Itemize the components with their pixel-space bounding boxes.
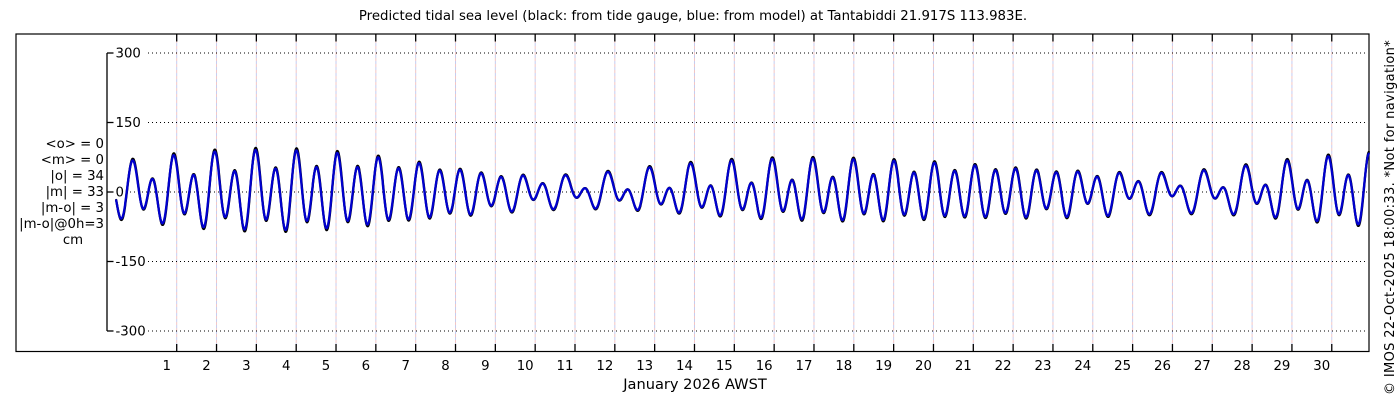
day-label: 15: [716, 359, 733, 374]
stat-abs-diff: |m-o| = 3: [41, 201, 104, 216]
day-label: 28: [1234, 359, 1251, 374]
y-tick-label: 300: [116, 47, 141, 62]
day-label: 8: [441, 359, 449, 374]
model-line: [115, 148, 1370, 232]
stat-abs-obs: |o| = 34: [50, 169, 104, 184]
day-label: 9: [481, 359, 489, 374]
day-label: 23: [1034, 359, 1051, 374]
stats-panel: <o> = 0 <m> = 0 |o| = 34 |m| = 33 |m-o| …: [19, 137, 104, 248]
day-label: 26: [1154, 359, 1171, 374]
day-label: 18: [835, 359, 852, 374]
day-label: 22: [995, 359, 1012, 374]
day-label: 20: [915, 359, 932, 374]
day-labels-layer: 1 2 3 4 5 6 7 8 9 10 11 12 13 14 15 16 17 18 19 20 21 22 23 24 2…: [162, 359, 1330, 374]
stat-abs-diff-0h: |m-o|@0h=3: [19, 217, 104, 232]
series-layer: [115, 146, 1370, 233]
day-label: 12: [596, 359, 613, 374]
day-label: 6: [362, 359, 370, 374]
day-label: 30: [1313, 359, 1330, 374]
day-label: 25: [1114, 359, 1131, 374]
gauge-line: [115, 146, 1370, 233]
stat-mean-model: <m> = 0: [41, 153, 104, 168]
axes-layer: 300 150 0 -150 -300: [15, 33, 1370, 353]
day-label: 21: [955, 359, 972, 374]
y-tick-label: 150: [116, 116, 141, 131]
day-label: 5: [322, 359, 330, 374]
x-axis-title: January 2026 AWST: [622, 376, 767, 393]
stat-unit: cm: [63, 233, 83, 248]
day-label: 16: [756, 359, 773, 374]
day-label: 11: [557, 359, 574, 374]
day-label: 4: [282, 359, 290, 374]
day-label: 29: [1273, 359, 1290, 374]
day-label: 10: [517, 359, 534, 374]
day-label: 7: [401, 359, 409, 374]
day-label: 19: [875, 359, 892, 374]
day-label: 1: [162, 359, 170, 374]
y-tick-label: -150: [116, 255, 146, 270]
chart-frame: [15, 33, 1370, 353]
stat-mean-obs: <o> = 0: [46, 137, 104, 152]
day-label: 3: [242, 359, 250, 374]
y-tick-label: 0: [116, 186, 124, 201]
day-label: 13: [636, 359, 653, 374]
day-label: 17: [796, 359, 813, 374]
chart-title: Predicted tidal sea level (black: from t…: [359, 9, 1027, 24]
watermark: © IMOS 22-Oct-2025 18:00:33. *Not for na…: [1383, 40, 1398, 395]
y-tick-label: -300: [116, 324, 146, 339]
day-label: 24: [1074, 359, 1091, 374]
day-label: 14: [676, 359, 693, 374]
day-label: 2: [202, 359, 210, 374]
stat-abs-model: |m| = 33: [46, 185, 104, 200]
day-label: 27: [1194, 359, 1211, 374]
grid-layer: [130, 34, 1368, 352]
